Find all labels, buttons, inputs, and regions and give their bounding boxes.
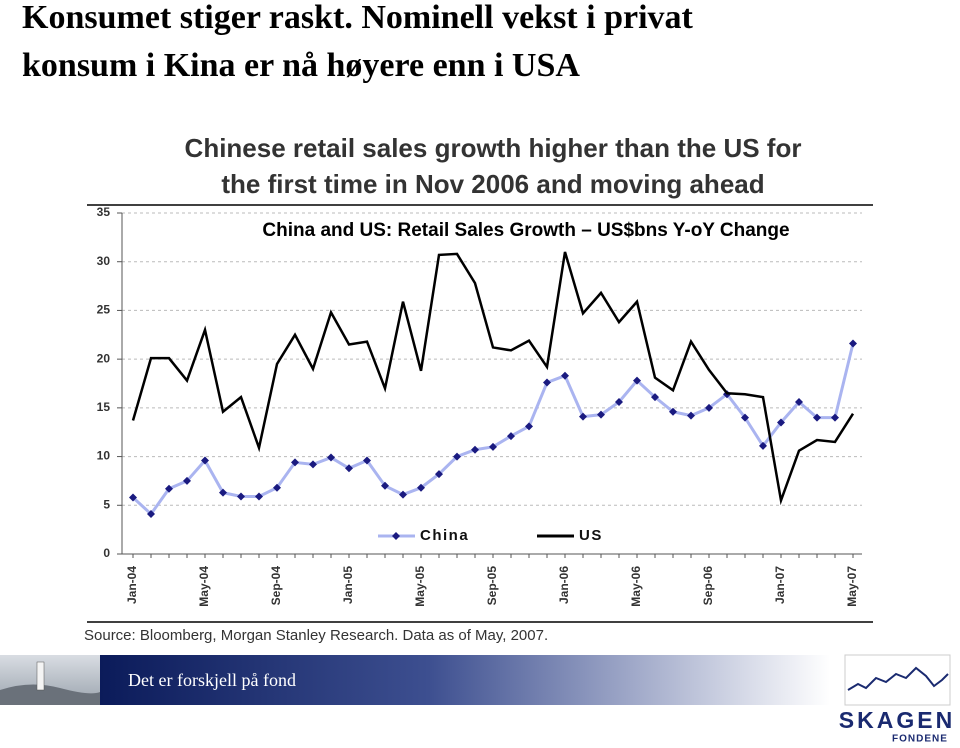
y-tick-label: 35 bbox=[97, 205, 111, 219]
x-tick-label: May-07 bbox=[845, 566, 859, 607]
marker bbox=[759, 441, 767, 450]
marker bbox=[237, 492, 245, 501]
y-tick-label: 30 bbox=[97, 254, 111, 268]
marker bbox=[147, 510, 155, 519]
marker bbox=[813, 413, 821, 422]
marker bbox=[651, 393, 659, 402]
marker bbox=[471, 445, 479, 454]
series-line bbox=[131, 343, 855, 517]
slide-title: konsum i Kina er nå høyere enn i USA bbox=[22, 47, 580, 84]
x-tick-label: Jan-07 bbox=[773, 566, 787, 604]
y-tick-label: 0 bbox=[103, 546, 110, 560]
marker bbox=[687, 411, 695, 420]
source: Source: Bloomberg, Morgan Stanley Resear… bbox=[84, 627, 548, 644]
marker bbox=[345, 464, 353, 473]
marker bbox=[363, 456, 371, 465]
x-tick-label: Jan-04 bbox=[125, 566, 139, 604]
tagline: Det er forskjell på fond bbox=[128, 670, 296, 690]
marker bbox=[219, 488, 227, 497]
marker bbox=[615, 398, 623, 407]
marker bbox=[489, 442, 497, 451]
x-tick-label: May-06 bbox=[629, 566, 643, 607]
marker bbox=[507, 432, 515, 441]
x-tick-label: May-05 bbox=[413, 566, 427, 607]
marker bbox=[183, 476, 191, 485]
marker bbox=[255, 492, 263, 501]
logo-sub: FONDENE bbox=[892, 734, 948, 743]
x-tick-label: Sep-06 bbox=[701, 566, 715, 606]
x-tick-label: Sep-05 bbox=[485, 566, 499, 606]
photo-rocks bbox=[0, 684, 100, 705]
marker bbox=[831, 413, 839, 422]
marker bbox=[291, 458, 299, 467]
marker bbox=[777, 418, 785, 427]
legend-label: US bbox=[579, 527, 603, 544]
marker bbox=[453, 452, 461, 461]
logo-line bbox=[847, 666, 949, 691]
marker bbox=[435, 470, 443, 479]
slide-title: Konsumet stiger raskt. Nominell vekst i … bbox=[22, 0, 694, 36]
x-tick-label: Jan-05 bbox=[341, 566, 355, 604]
chart-title: Chinese retail sales growth higher than … bbox=[185, 133, 802, 163]
footer: Det er forskjell på fond SKAGEN FONDENE bbox=[0, 654, 955, 745]
marker bbox=[417, 483, 425, 492]
marker bbox=[381, 481, 389, 490]
legend-label: China bbox=[420, 527, 469, 544]
marker bbox=[165, 484, 173, 493]
plot: 0 5 10 15 20 25 30 35 Jan-04 May-04 Sep-04 Jan-05 Ma… bbox=[97, 205, 862, 607]
chart-subtitle: China and US: Retail Sales Growth – US$b… bbox=[262, 220, 789, 241]
marker bbox=[849, 339, 857, 348]
marker bbox=[705, 403, 713, 412]
marker bbox=[795, 398, 803, 407]
marker bbox=[741, 413, 749, 422]
marker bbox=[669, 407, 677, 416]
y-tick-label: 10 bbox=[97, 449, 111, 463]
marker bbox=[597, 410, 605, 419]
footer-band bbox=[100, 655, 830, 705]
marker bbox=[327, 453, 335, 462]
marker bbox=[273, 483, 281, 492]
y-tick-label: 5 bbox=[103, 497, 110, 511]
y-tick-label: 20 bbox=[97, 351, 111, 365]
marker bbox=[309, 460, 317, 469]
marker bbox=[543, 378, 551, 387]
marker bbox=[201, 456, 209, 465]
lighthouse bbox=[36, 661, 45, 691]
legend-marker bbox=[392, 532, 400, 540]
y-tick-label: 15 bbox=[97, 400, 111, 414]
marker bbox=[633, 376, 641, 385]
chart-title: the first time in Nov 2006 and moving ah… bbox=[221, 169, 764, 199]
marker bbox=[579, 412, 587, 421]
marker bbox=[561, 371, 569, 380]
y-tick-label: 25 bbox=[97, 303, 111, 317]
series-line bbox=[131, 251, 855, 506]
marker bbox=[525, 422, 533, 431]
logo-frame bbox=[844, 654, 951, 706]
marker bbox=[399, 490, 407, 499]
logo: SKAGEN bbox=[839, 707, 955, 733]
x-tick-label: Sep-04 bbox=[269, 566, 283, 606]
marker bbox=[129, 493, 137, 502]
x-tick-label: Jan-06 bbox=[557, 566, 571, 604]
x-tick-label: May-04 bbox=[197, 566, 211, 607]
